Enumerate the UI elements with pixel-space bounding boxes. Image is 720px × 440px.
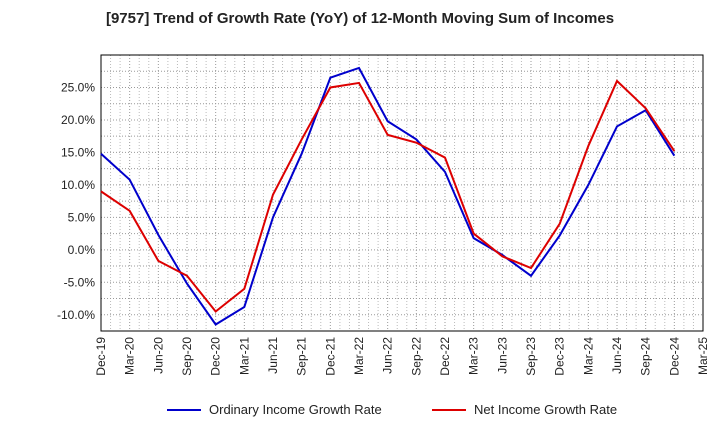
x-axis-tick-labels: Dec-19 Mar-20 Jun-20 Sep-20 Dec-20 Mar-21 Jun-… — [94, 337, 710, 376]
x-tick-label: Dec-21 — [323, 337, 337, 376]
y-tick-label: 25.0% — [61, 80, 95, 94]
x-tick-label: Sep-22 — [409, 337, 423, 376]
x-tick-label: Jun-21 — [266, 337, 280, 374]
x-tick-label: Mar-20 — [123, 337, 137, 375]
x-tick-label: Dec-19 — [94, 337, 108, 376]
series-lines — [100, 66, 676, 326]
series-line — [100, 79, 676, 313]
x-tick-label: Jun-20 — [151, 337, 165, 374]
y-axis-tick-labels: 25.0% 20.0% 15.0% 10.0% 5.0% 0.0% -5.0% -10.0% — [57, 80, 95, 321]
x-tick-label: Jun-24 — [610, 337, 624, 374]
chart-title: [9757] Trend of Growth Rate (YoY) of 12-… — [105, 10, 615, 27]
y-tick-label: -10.0% — [57, 308, 95, 322]
x-tick-label: Sep-20 — [180, 337, 194, 376]
y-tick-label: 5.0% — [68, 210, 96, 224]
x-tick-label: Mar-21 — [237, 337, 251, 375]
x-tick-label: Mar-23 — [467, 337, 481, 375]
y-tick-label: 10.0% — [61, 178, 95, 192]
y-tick-label: 20.0% — [61, 113, 95, 127]
x-tick-label: Dec-20 — [209, 337, 223, 376]
plot-area-border — [100, 54, 704, 332]
legend-label: Net Income Growth Rate — [474, 402, 617, 417]
x-tick-label: Dec-23 — [553, 337, 567, 376]
y-tick-label: -5.0% — [64, 275, 96, 289]
x-tick-label: Dec-22 — [438, 337, 452, 376]
y-tick-label: 0.0% — [68, 243, 96, 257]
x-tick-label: Sep-21 — [295, 337, 309, 376]
x-tick-label: Mar-25 — [696, 337, 710, 375]
x-tick-label: Dec-24 — [667, 337, 681, 376]
y-tick-label: 15.0% — [61, 145, 95, 159]
legend: Ordinary Income Growth Rate Net Income Gr… — [167, 402, 617, 417]
x-tick-label: Jun-22 — [381, 337, 395, 374]
plot-area-background — [101, 55, 703, 331]
x-tick-label: Jun-23 — [495, 337, 509, 374]
legend-label: Ordinary Income Growth Rate — [209, 402, 382, 417]
series-line — [100, 66, 676, 326]
x-tick-label: Sep-23 — [524, 337, 538, 376]
x-tick-label: Sep-24 — [639, 337, 653, 376]
x-tick-label: Mar-24 — [581, 337, 595, 375]
x-tick-label: Mar-22 — [352, 337, 366, 375]
